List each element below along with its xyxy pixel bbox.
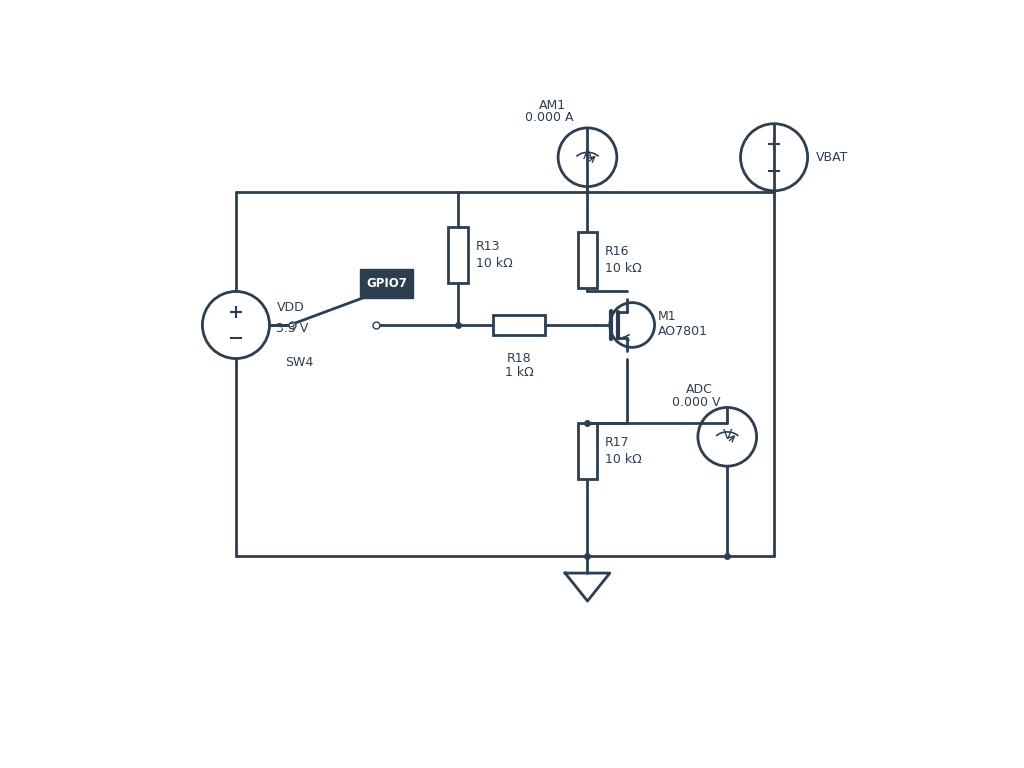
Text: M1: M1: [658, 310, 677, 323]
Bar: [493, 315, 545, 335]
Text: CIRCUIT: CIRCUIT: [26, 718, 94, 733]
Text: R17: R17: [605, 436, 630, 449]
Text: R18: R18: [507, 352, 531, 365]
Text: 0.000 A: 0.000 A: [524, 111, 573, 124]
Text: 10 kΩ: 10 kΩ: [605, 262, 642, 275]
Text: —√—▶— LAB: —√—▶— LAB: [26, 737, 118, 751]
Bar: [578, 423, 597, 478]
Text: VBAT: VBAT: [816, 151, 849, 164]
Bar: [449, 227, 468, 283]
Text: http://circuitlab.com/cej98sp9mx8a5: http://circuitlab.com/cej98sp9mx8a5: [205, 739, 461, 753]
Text: VDD: VDD: [276, 301, 304, 314]
Text: 10 kΩ: 10 kΩ: [605, 452, 642, 465]
Text: 1 kΩ: 1 kΩ: [505, 366, 534, 379]
Text: AO7801: AO7801: [658, 326, 708, 339]
Bar: [578, 232, 597, 288]
Text: 0.000 V: 0.000 V: [672, 396, 720, 409]
Text: ADC: ADC: [686, 383, 713, 396]
Text: AM1: AM1: [539, 99, 566, 112]
Text: A: A: [583, 148, 592, 162]
Text: 3.3 V: 3.3 V: [276, 322, 308, 335]
Text: R16: R16: [605, 245, 630, 258]
Text: 10 kΩ: 10 kΩ: [476, 257, 512, 270]
Text: R13: R13: [476, 240, 500, 253]
Text: V: V: [723, 428, 732, 442]
Text: SW4: SW4: [285, 356, 313, 369]
Text: GPIO7: GPIO7: [367, 277, 408, 290]
Text: / Heltec Cubecell Battery ADC: / Heltec Cubecell Battery ADC: [302, 718, 562, 733]
FancyBboxPatch shape: [360, 269, 414, 299]
Text: HeadBoffin: HeadBoffin: [205, 718, 289, 733]
